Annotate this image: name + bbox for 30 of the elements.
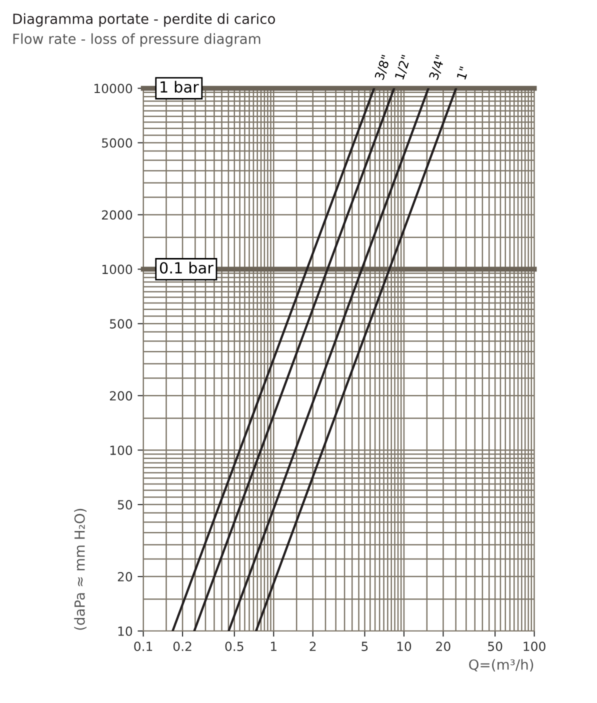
y-tick-label: 20	[118, 572, 132, 582]
y-axis-title: (daPa ≈ mm H₂O)	[74, 508, 87, 630]
x-axis-title: Q=(m³/h)	[469, 659, 534, 672]
y-tick-label: 1000	[102, 264, 132, 274]
chart-title: Diagramma portate - perdite di carico	[13, 13, 275, 27]
x-tick-label: 0.2	[173, 642, 192, 652]
x-tick-label: 1	[271, 642, 276, 651]
y-tick-label: 10	[118, 626, 132, 636]
y-tick-label: 5000	[102, 138, 132, 148]
x-tick-label: 50	[488, 642, 502, 652]
text: 3/4"	[428, 54, 446, 80]
x-tick-label: 20	[436, 642, 450, 652]
ref-line-label: 1 bar	[160, 80, 199, 93]
x-tick-label: 0.1	[134, 642, 152, 652]
y-tick-label: 10000	[94, 84, 132, 94]
ref-line-label: 0.1 bar	[160, 262, 214, 274]
text: 3/8"	[374, 54, 392, 80]
text: 1"	[456, 66, 469, 80]
y-tick-label: 200	[110, 391, 132, 401]
x-tick-label: 100	[524, 642, 546, 652]
y-tick-label: 100	[110, 446, 132, 456]
x-tick-label: 0.5	[225, 642, 244, 652]
x-tick-label: 5	[362, 642, 368, 652]
y-tick-label: 2000	[102, 210, 132, 220]
y-tick-label: 50	[118, 500, 132, 510]
x-tick-label: 10	[397, 642, 412, 652]
x-tick-label: 2	[310, 642, 316, 651]
text: 1/2"	[394, 54, 412, 80]
y-tick-label: 500	[110, 319, 132, 329]
chart-subtitle: Flow rate - loss of pressure diagram	[13, 33, 260, 47]
